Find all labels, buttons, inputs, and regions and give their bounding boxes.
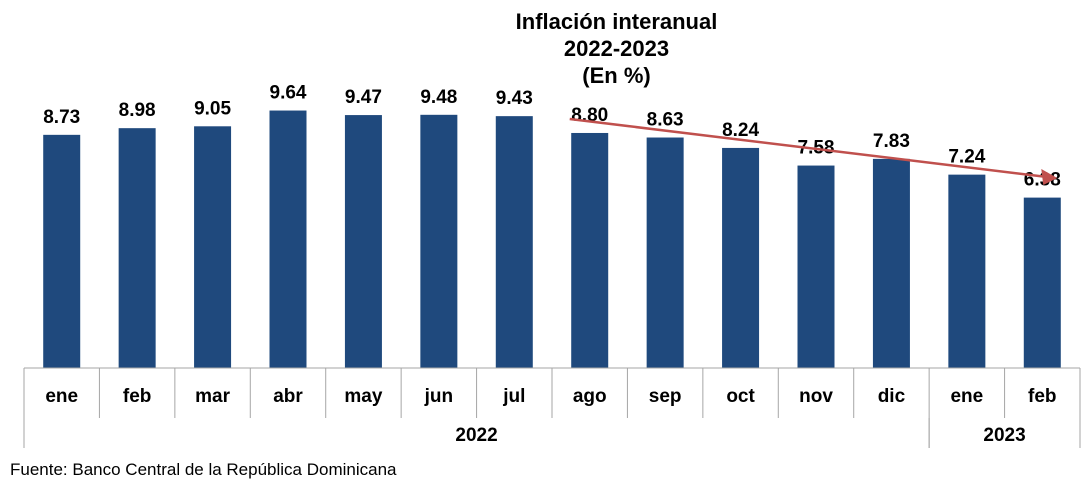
tick-label-6: jul [502, 386, 525, 407]
value-label-2: 9.05 [194, 98, 231, 119]
chart-subtitle-years: 2022-2023 [563, 36, 670, 61]
bars-group [43, 110, 1061, 369]
value-label-12: 7.24 [948, 147, 985, 168]
value-label-3: 9.64 [270, 83, 307, 104]
tick-label-3: abr [273, 386, 303, 407]
bar-0 [43, 134, 81, 368]
category-axis: ene feb mar abr may jun jul ago sep oct nov dic ene f… [23, 367, 1081, 448]
bar-10 [797, 165, 835, 368]
value-label-4: 9.47 [345, 87, 382, 108]
chart-title-block: Inflación interanual 2022-2023 (En %) [0, 8, 1087, 89]
value-label-9: 8.24 [722, 120, 759, 141]
year-label-1: 2023 [983, 425, 1025, 446]
tick-label-12: ene [950, 386, 983, 407]
bar-7 [571, 132, 609, 368]
tick-label-7: ago [573, 386, 607, 407]
tick-label-9: oct [726, 386, 755, 407]
tick-label-4: may [344, 386, 382, 407]
tick-label-8: sep [649, 386, 682, 407]
value-label-8: 8.63 [647, 110, 684, 131]
bar-5 [420, 114, 458, 368]
tick-label-5: jun [424, 386, 454, 407]
tick-label-0: ene [45, 386, 78, 407]
value-label-11: 7.83 [873, 131, 910, 152]
year-label-0: 2022 [455, 425, 497, 446]
tick-label-1: feb [123, 386, 152, 407]
bar-13 [1023, 197, 1061, 368]
bar-2 [194, 126, 232, 369]
value-labels-group: 8.73 8.98 9.059.64 9.47 9.48 9.438.80 8.63 8.24… [43, 83, 1061, 191]
tick-label-2: mar [195, 386, 230, 407]
bar-chart: 8.73 8.98 9.059.64 9.47 9.48 9.438.80 8.63 8.24… [23, 83, 1081, 448]
value-label-1: 8.98 [119, 100, 156, 121]
bar-11 [872, 158, 910, 368]
tick-label-11: dic [878, 386, 906, 407]
value-label-5: 9.48 [420, 87, 457, 108]
tick-label-13: feb [1028, 386, 1057, 407]
bar-8 [646, 137, 684, 368]
value-label-0: 8.73 [43, 107, 80, 128]
chart-title: Inflación interanual [515, 9, 718, 34]
tick-label-10: nov [799, 386, 833, 407]
value-label-6: 9.43 [496, 88, 533, 109]
source-note: Fuente: Banco Central de la República Do… [10, 460, 397, 479]
bar-9 [722, 147, 760, 368]
bar-4 [344, 115, 382, 369]
bar-3 [269, 110, 307, 368]
trend-arrow-head [1041, 169, 1058, 185]
trend-arrow [569, 117, 1058, 185]
bar-1 [118, 128, 156, 368]
bar-6 [495, 116, 533, 368]
chart-subtitle-units: (En %) [582, 63, 651, 88]
trend-arrow-line [569, 117, 1048, 179]
bar-12 [948, 174, 986, 368]
